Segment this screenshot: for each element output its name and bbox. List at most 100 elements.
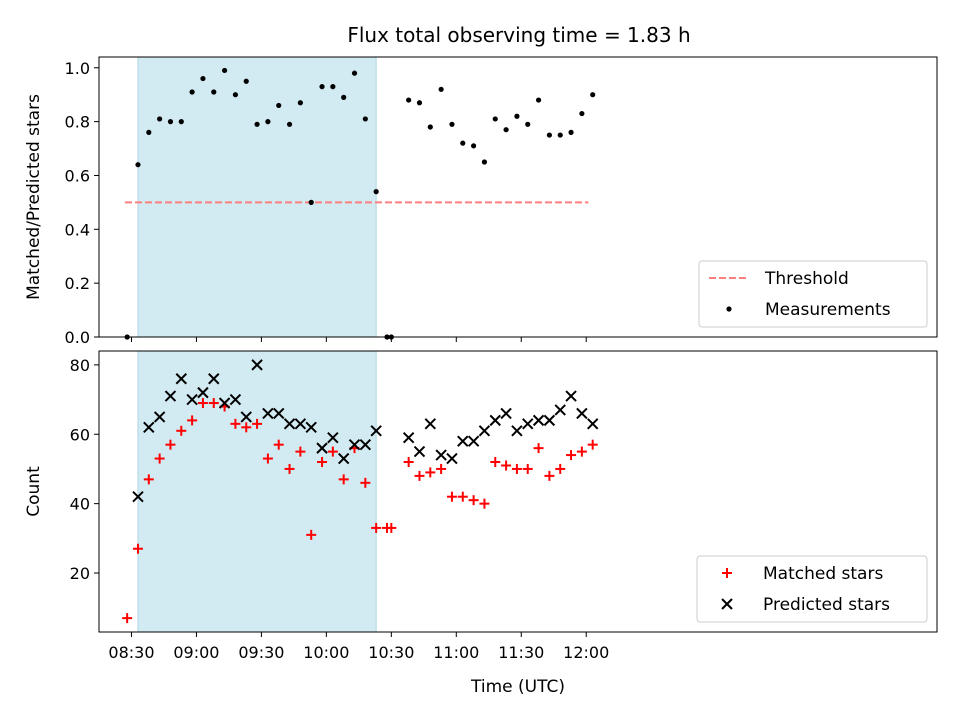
matched-star-point [284, 463, 295, 474]
shaded-span [137, 56, 377, 338]
x-b [424, 418, 437, 430]
measurement-point [341, 94, 347, 100]
x-b [478, 425, 491, 437]
series-predicted-stars [132, 359, 599, 503]
matched-star-point [436, 463, 447, 474]
legend-matched-handle [722, 568, 732, 578]
x-b [337, 452, 350, 465]
x-b [413, 445, 426, 458]
legend-measurement-handle [726, 306, 732, 312]
y-tick-label: 0.8 [65, 113, 90, 132]
predicted-star-point [511, 425, 523, 437]
predicted-star-point [186, 393, 198, 406]
x-b [305, 421, 317, 434]
x-b [435, 449, 447, 461]
predicted-star-point [143, 421, 155, 434]
x-b [359, 438, 372, 451]
matched-star-point [317, 457, 328, 468]
shaded-span [137, 350, 377, 633]
measurement-point [416, 100, 423, 106]
y-tick-label: 60 [70, 425, 90, 444]
matched-star-point [555, 463, 566, 474]
measurement-point [590, 92, 596, 98]
x-b [208, 373, 220, 385]
measurement-point [276, 102, 282, 109]
measurement-point [579, 110, 585, 117]
predicted-star-point [446, 452, 458, 465]
predicted-star-point [316, 442, 328, 454]
x-b [262, 407, 274, 420]
matched-star-point [511, 463, 522, 474]
x-tick-label: 12:00 [563, 643, 609, 662]
measurement-point [471, 143, 477, 149]
measurement-point [200, 75, 206, 82]
x-b [132, 490, 144, 503]
x-b [273, 407, 285, 420]
matched-star-point [262, 453, 273, 464]
matched-star-point [371, 522, 382, 533]
predicted-star-point [132, 490, 144, 503]
matched-star-point [490, 457, 501, 468]
predicted-star-point [273, 407, 285, 420]
x-b [586, 418, 599, 430]
x-b [164, 390, 177, 402]
x-b [565, 390, 577, 402]
predicted-star-point [413, 445, 426, 458]
x-b [175, 373, 187, 385]
measurement-point [525, 121, 531, 127]
top-panel: 0.0 0.2 0.4 0.6 0.8 1.0 Matched/Predicted star… [24, 56, 938, 347]
predicted-star-point [262, 407, 274, 420]
x-tick-label: 11:30 [498, 643, 544, 662]
x-b [143, 421, 155, 434]
predicted-star-point [197, 386, 209, 399]
predicted-star-point [586, 418, 599, 430]
legend-label: Measurements [765, 300, 891, 320]
x-tick-label: 09:30 [238, 643, 284, 662]
x-b [251, 359, 263, 371]
legend-label: Predicted stars [763, 595, 890, 615]
predicted-star-point [208, 373, 220, 385]
matched-star-point [566, 450, 577, 461]
x-b [283, 418, 296, 430]
matched-star-point [132, 543, 143, 554]
matched-star-point [360, 477, 371, 488]
matched-star-point [122, 613, 133, 624]
x-b [186, 393, 198, 406]
x-b [522, 418, 534, 430]
measurement-point [211, 89, 217, 95]
matched-star-point [533, 443, 544, 454]
x-b [511, 425, 523, 437]
predicted-star-point [402, 432, 415, 444]
legend: Matched stars Predicted stars [696, 555, 928, 623]
predicted-star-point [489, 414, 501, 427]
measurement-point [135, 162, 141, 168]
predicted-star-point [370, 425, 382, 437]
x-b [153, 411, 166, 423]
matched-star-point [403, 457, 414, 468]
y-tick-label: 0.4 [65, 220, 90, 239]
predicted-star-point [327, 432, 339, 444]
measurement-point [481, 159, 488, 165]
y-tick-label: 1.0 [65, 59, 90, 78]
x-b [327, 432, 339, 444]
measurement-point [535, 97, 542, 103]
y-tick-label: 0.2 [65, 274, 90, 293]
measurement-point [319, 84, 325, 90]
measurement-point [503, 127, 509, 133]
matched-star-point [457, 491, 468, 502]
y-tick-label: 80 [70, 356, 90, 375]
predicted-star-point [457, 435, 469, 447]
measurement-point [438, 86, 444, 92]
legend-predicted-handle [721, 598, 733, 610]
x-tick-label: 09:00 [173, 643, 219, 662]
measurement-point [167, 119, 174, 125]
matched-star-point [414, 470, 425, 481]
x-b [500, 407, 512, 420]
matched-star-point [143, 474, 154, 485]
x-b [721, 598, 733, 610]
predicted-star-point [294, 418, 307, 430]
x-b [467, 435, 480, 447]
measurement-point [189, 89, 195, 95]
measurement-point [221, 67, 228, 74]
